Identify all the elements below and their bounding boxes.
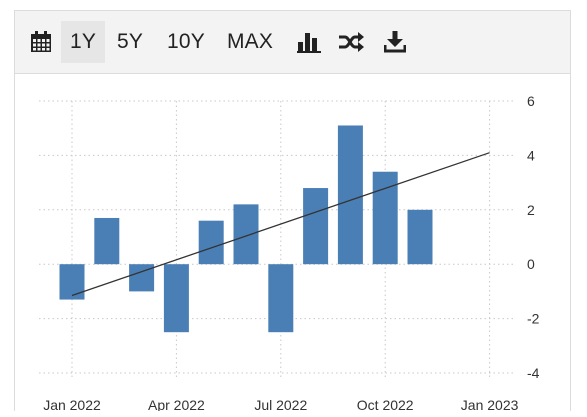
- chart-toolbar: 1Y 5Y 10Y MAX: [15, 11, 570, 74]
- bar[interactable]: [372, 171, 398, 265]
- chart-widget: 1Y 5Y 10Y MAX: [14, 10, 571, 411]
- shuffle-icon[interactable]: [333, 21, 369, 63]
- bar[interactable]: [303, 188, 329, 265]
- bars: [59, 125, 433, 333]
- y-tick-label: -4: [527, 365, 540, 381]
- x-tick-label: Jan 2023: [461, 397, 519, 411]
- axes: 6 4 2 0 -2 -4 Jan 2022 Apr 2022 Jul 2022 Oct 2022…: [43, 93, 539, 411]
- y-tick-label: 2: [527, 202, 535, 218]
- bar[interactable]: [233, 204, 259, 265]
- trendline-layer: [71, 152, 490, 297]
- bar[interactable]: [268, 264, 294, 333]
- trendline: [71, 152, 490, 297]
- y-tick-label: -2: [527, 311, 540, 327]
- bar[interactable]: [59, 264, 85, 300]
- bar[interactable]: [337, 125, 363, 265]
- range-10y-button[interactable]: 10Y: [167, 30, 205, 53]
- bar[interactable]: [163, 264, 189, 333]
- range-max-button[interactable]: MAX: [226, 30, 274, 53]
- bar[interactable]: [198, 220, 224, 265]
- download-icon[interactable]: [377, 21, 413, 63]
- calendar-icon[interactable]: [21, 21, 61, 63]
- bar-chart: 6 4 2 0 -2 -4 Jan 2022 Apr 2022 Jul 2022 Oct 2022…: [39, 93, 540, 411]
- range-5y-button[interactable]: 5Y: [116, 30, 144, 53]
- x-tick-label: Apr 2022: [148, 397, 205, 411]
- range-1y-button[interactable]: 1Y: [61, 21, 105, 63]
- y-tick-label: 0: [527, 256, 535, 272]
- x-tick-label: Jan 2022: [43, 397, 101, 411]
- bar[interactable]: [407, 209, 433, 265]
- bar[interactable]: [94, 217, 120, 265]
- y-tick-label: 4: [527, 147, 535, 163]
- bar-chart-icon[interactable]: [291, 21, 327, 63]
- x-tick-label: Jul 2022: [254, 397, 307, 411]
- y-tick-label: 6: [527, 93, 535, 109]
- x-tick-label: Oct 2022: [357, 397, 414, 411]
